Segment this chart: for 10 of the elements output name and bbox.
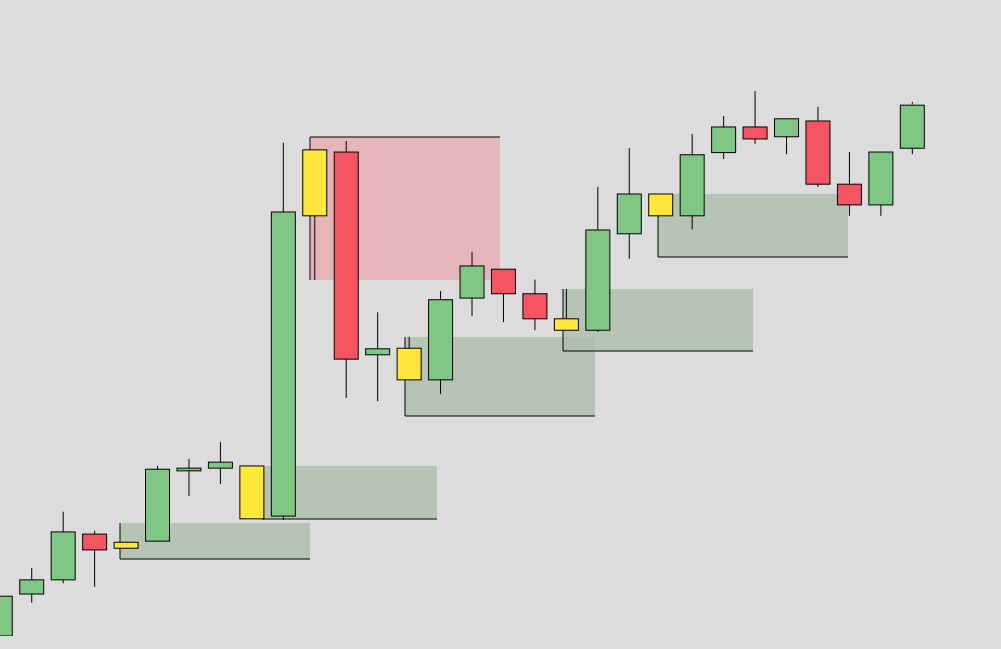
candlestick — [365, 311, 391, 402]
candlestick — [553, 288, 579, 331]
candlestick — [176, 458, 202, 497]
candlestick — [742, 91, 768, 145]
candlestick — [836, 151, 862, 217]
candlestick — [774, 118, 800, 155]
candlestick — [82, 530, 108, 588]
candlestick — [648, 193, 674, 217]
candlestick — [207, 441, 233, 485]
candlestick — [19, 567, 45, 604]
